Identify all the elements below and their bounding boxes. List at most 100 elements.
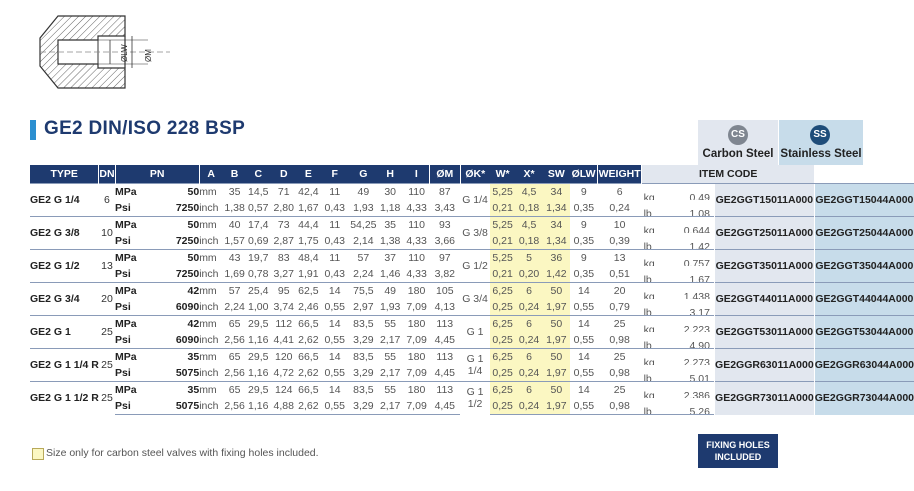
pn-unit-label: MPa	[115, 249, 170, 266]
dim-a-inch: 1,38	[222, 200, 247, 217]
dim-ok-inch: 0,25	[489, 365, 516, 382]
dim-a-inch: 1,69	[222, 266, 247, 283]
table-row-sub: Psi 6090 inch 2,56 1,16 4,41 2,62 0,55 3,29 2,17 7…	[30, 332, 914, 349]
dim-f-mm: 83,5	[350, 348, 377, 365]
header-x: X*	[515, 165, 543, 184]
dim-h-mm: 110	[403, 216, 430, 233]
om-cell: G 1/4	[460, 183, 490, 217]
dim-b-mm: 29,5	[246, 315, 271, 332]
dim-sw-mm: 9	[570, 249, 598, 266]
header-h: H	[376, 165, 404, 184]
weight-unit-lb: lb	[643, 340, 652, 349]
dim-b-inch: 0,78	[246, 266, 271, 283]
diagram-label-lw: ØLW	[120, 44, 129, 62]
dim-i-mm: 113	[429, 315, 461, 332]
weight-kg-value: 2,273	[683, 357, 710, 365]
dim-c-inch: 3,27	[270, 266, 298, 283]
pn-psi-value: 7250	[169, 266, 200, 283]
dim-w-inch: 0,18	[515, 233, 543, 250]
header-weight: WEIGHT	[597, 165, 643, 184]
dim-sw-mm: 14	[570, 315, 598, 332]
dn-cell: 10	[98, 216, 116, 250]
dim-w-mm: 4,5	[515, 216, 543, 233]
stainless-steel-item-code: GE2GGT15044A000	[813, 183, 914, 217]
dimension-unit-mm: mm	[199, 351, 217, 363]
dim-i-mm: 113	[429, 348, 461, 365]
header-type: TYPE	[30, 165, 100, 184]
dim-sw-inch: 0,35	[570, 266, 598, 283]
dim-f-inch: 1,93	[350, 200, 377, 217]
stainless-steel-item-code: GE2GGT53044A000	[813, 315, 914, 349]
dim-a-mm: 43	[222, 249, 247, 266]
table-row: GE2 G 1 1/2 R 25 MPa 35 mm 65 29,5 124 66,5 14 83,…	[30, 381, 914, 415]
dim-e-mm: 14	[319, 348, 351, 365]
pn-psi-value: 6090	[169, 299, 200, 316]
unit-cell: inch	[199, 398, 223, 415]
dim-sw-inch: 0,55	[570, 365, 598, 382]
dim-w-inch: 0,24	[515, 365, 543, 382]
dim-x-inch: 1,34	[542, 233, 570, 250]
header-b: B	[222, 165, 247, 184]
dim-d-inch: 2,62	[297, 332, 320, 349]
unit-cell: mm	[199, 282, 223, 299]
dimension-unit-mm: mm	[199, 252, 217, 264]
dim-f-inch: 2,97	[350, 299, 377, 316]
dim-ok-mm: 5,25	[489, 249, 516, 266]
dim-b-inch: 1,16	[246, 332, 271, 349]
dimension-unit-inch: inch	[199, 235, 219, 247]
weight-unit-kg: kg	[643, 324, 655, 332]
dim-c-inch: 4,88	[270, 398, 298, 415]
dim-g-mm: 55	[376, 348, 404, 365]
weight-unit-lb: lb	[643, 241, 652, 250]
table-row: GE2 G 1 25 MPa 42 mm 65 29,5 112 66,5 14 83,5 55 180…	[30, 315, 914, 349]
dim-f-mm: 57	[350, 249, 377, 266]
dim-d-inch: 2,62	[297, 365, 320, 382]
dim-c-inch: 2,80	[270, 200, 298, 217]
dim-c-mm: 95	[270, 282, 298, 299]
dimension-unit-mm: mm	[199, 186, 217, 198]
unit-cell: mm	[199, 348, 223, 365]
dim-e-mm: 11	[319, 216, 351, 233]
dimension-unit-mm: mm	[199, 219, 217, 231]
header-a: A	[199, 165, 223, 184]
dim-x-mm: 34	[542, 183, 570, 200]
dn-cell: 25	[98, 381, 116, 415]
pn-mpa-value: 42	[169, 315, 200, 332]
pn-unit-label: MPa	[115, 381, 170, 398]
dim-i-mm: 93	[429, 216, 461, 233]
dim-c-inch: 4,72	[270, 365, 298, 382]
dim-w-mm: 6	[515, 381, 543, 398]
dim-a-mm: 65	[222, 381, 247, 398]
dim-b-mm: 29,5	[246, 381, 271, 398]
dim-olw-mm: 10	[597, 216, 642, 233]
dim-ok-mm: 5,25	[489, 216, 516, 233]
dim-c-inch: 3,74	[270, 299, 298, 316]
dim-g-inch: 2,17	[376, 365, 404, 382]
dimension-unit-inch: inch	[199, 202, 219, 214]
dim-f-mm: 54,25	[350, 216, 377, 233]
pn-mpa-value: 35	[169, 348, 200, 365]
header-c: C	[246, 165, 271, 184]
pn-unit-label: MPa	[115, 315, 170, 332]
dim-w-inch: 0,24	[515, 299, 543, 316]
dim-g-inch: 2,17	[376, 398, 404, 415]
dim-sw-inch: 0,55	[570, 299, 598, 316]
dim-olw-inch: 0,98	[597, 365, 642, 382]
dim-d-mm: 66,5	[297, 315, 320, 332]
dim-x-inch: 1,97	[542, 398, 570, 415]
weight-unit-kg: kg	[643, 258, 655, 266]
pn-mpa-value: 50	[169, 183, 200, 200]
dim-x-inch: 1,42	[542, 266, 570, 283]
pn-unit-label: MPa	[115, 282, 170, 299]
dim-ok-inch: 0,21	[489, 233, 516, 250]
om-value: G 1	[466, 326, 484, 338]
dim-a-mm: 35	[222, 183, 247, 200]
weight-kg-cell: kg 2,273	[641, 348, 715, 365]
dim-h-mm: 110	[403, 249, 430, 266]
dim-x-mm: 34	[542, 216, 570, 233]
weight-unit-kg: kg	[643, 192, 655, 200]
weight-lb-value: 5,26	[689, 406, 710, 415]
dim-e-mm: 11	[319, 249, 351, 266]
weight-lb-cell: lb 4,90	[641, 332, 715, 349]
dim-d-mm: 66,5	[297, 348, 320, 365]
